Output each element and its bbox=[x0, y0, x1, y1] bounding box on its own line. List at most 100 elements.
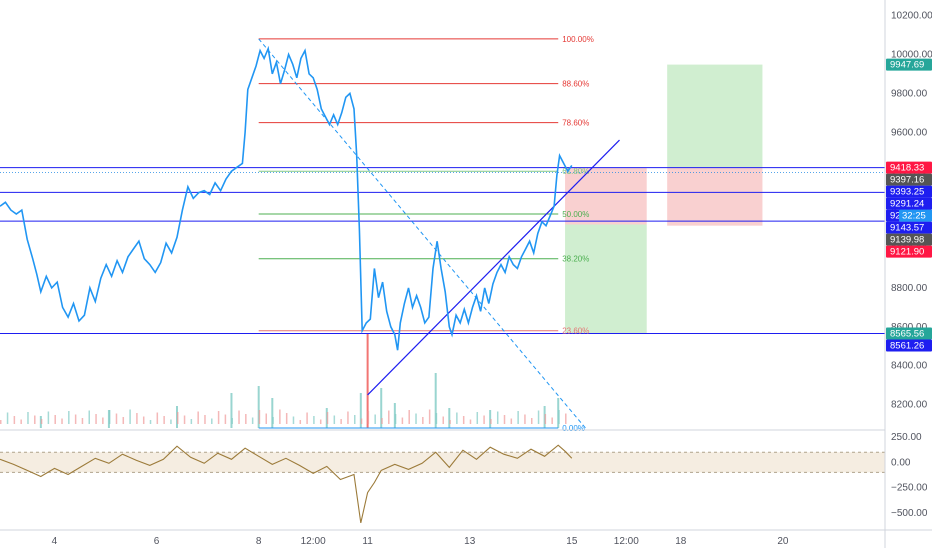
volume-bar bbox=[428, 409, 431, 424]
drawings bbox=[258, 38, 620, 429]
volume-bar bbox=[326, 412, 329, 424]
volume-bar bbox=[156, 412, 159, 424]
volume-bar bbox=[183, 415, 186, 424]
rsi-tick-label: 0.00 bbox=[891, 457, 911, 468]
trendline bbox=[367, 139, 620, 396]
price-tick-label: 8800.00 bbox=[891, 283, 928, 294]
volume-bar bbox=[61, 418, 63, 424]
time-tick-label: 4 bbox=[52, 536, 58, 547]
position-boxes bbox=[565, 64, 763, 334]
price-tick-label: 9600.00 bbox=[891, 127, 928, 138]
volume-bar bbox=[366, 333, 369, 428]
fibonacci-retracement: 100.00% 88.60% 78.60% 61.80% 50.00% 38.20% 23.… bbox=[258, 35, 594, 433]
volume-bar bbox=[483, 415, 485, 424]
volume-bar bbox=[251, 417, 254, 424]
time-tick-label: 13 bbox=[464, 536, 476, 547]
fib-label: 78.60% bbox=[562, 119, 589, 128]
volume-bar bbox=[95, 414, 97, 424]
countdown-badge bbox=[899, 209, 932, 222]
volume-bar bbox=[149, 420, 152, 424]
volume-bar bbox=[170, 419, 172, 424]
fib-label: 61.80% bbox=[562, 167, 589, 176]
volume-bar bbox=[359, 393, 362, 428]
volume-bar bbox=[54, 415, 56, 424]
volume-bar bbox=[469, 419, 472, 424]
volume-bar bbox=[224, 414, 227, 424]
volume-bar bbox=[231, 418, 233, 424]
volume-bar bbox=[524, 414, 526, 424]
volume-bar bbox=[257, 386, 260, 428]
price-badge bbox=[886, 58, 932, 71]
time-tick-label: 11 bbox=[362, 536, 373, 547]
volume-bar bbox=[381, 418, 383, 424]
volume-bar bbox=[313, 416, 315, 424]
price-line bbox=[0, 45, 573, 351]
volume-bar bbox=[449, 420, 451, 424]
volume-bar bbox=[265, 413, 267, 424]
volume-bar bbox=[401, 417, 404, 424]
volume-bar bbox=[340, 419, 342, 424]
price-badge bbox=[886, 245, 932, 258]
countdown-label: 32:25 bbox=[902, 211, 926, 222]
volume-bar bbox=[40, 419, 43, 424]
time-tick-label: 20 bbox=[777, 536, 789, 547]
volume-bar bbox=[503, 415, 506, 424]
volume-bar bbox=[462, 416, 465, 424]
volume-bar bbox=[6, 412, 9, 424]
price-badge-label: 8561.26 bbox=[890, 341, 924, 352]
volume-bar bbox=[496, 411, 499, 424]
price-badge-label: 9397.16 bbox=[890, 175, 924, 186]
rsi-tick-label: −500.00 bbox=[891, 508, 928, 519]
price-tick-label: 9800.00 bbox=[891, 88, 928, 99]
volume-bar bbox=[476, 412, 479, 424]
volume-bar bbox=[551, 417, 553, 424]
volume-bar bbox=[88, 410, 90, 424]
volume-bar bbox=[217, 411, 220, 424]
volume-bar bbox=[211, 418, 213, 424]
fib-diagonal bbox=[258, 38, 586, 429]
price-badge bbox=[886, 197, 932, 210]
volume-bar bbox=[47, 411, 50, 424]
time-tick-label: 12:00 bbox=[614, 536, 639, 547]
volume-bar bbox=[258, 410, 261, 424]
volume-bar bbox=[272, 417, 274, 424]
volume-bar bbox=[380, 388, 383, 428]
price-badge-label: 9121.90 bbox=[890, 247, 924, 258]
price-badge bbox=[886, 185, 932, 198]
stop-zone-1 bbox=[565, 167, 647, 225]
rsi-band bbox=[0, 452, 885, 473]
volume-bar bbox=[510, 418, 513, 424]
volume-bar bbox=[544, 414, 547, 424]
time-tick-label: 8 bbox=[256, 536, 262, 547]
price-badge-label: 9291.24 bbox=[890, 199, 924, 210]
fib-label: 0.00% bbox=[562, 424, 585, 433]
time-tick-label: 12:00 bbox=[301, 536, 326, 547]
volume-bar bbox=[367, 411, 370, 424]
volume-bar bbox=[34, 415, 36, 424]
volume-bar bbox=[230, 393, 233, 428]
volume-bar bbox=[319, 419, 322, 424]
volume-bar bbox=[81, 418, 84, 424]
volume-bar bbox=[163, 416, 165, 424]
fib-label: 50.00% bbox=[562, 210, 589, 219]
volume-bar bbox=[558, 410, 560, 424]
target-zone-2 bbox=[667, 64, 763, 168]
rsi-line bbox=[0, 444, 573, 524]
volume-bar bbox=[531, 418, 533, 424]
volume-bar bbox=[360, 418, 363, 424]
volume-bar bbox=[136, 413, 138, 424]
volume-bar bbox=[271, 398, 274, 428]
horizontal-levels bbox=[0, 167, 885, 335]
price-badge bbox=[886, 173, 932, 186]
volume-bar bbox=[129, 409, 131, 424]
oscillator-pane: 250.00 0.00 −250.00 −500.00 bbox=[0, 429, 928, 524]
time-tick-label: 15 bbox=[566, 536, 578, 547]
volume-bar bbox=[190, 419, 193, 424]
volume-bar bbox=[238, 410, 240, 424]
volume-histogram bbox=[0, 333, 567, 428]
volume-bar bbox=[197, 411, 199, 424]
fib-label: 88.60% bbox=[562, 80, 589, 89]
volume-bar bbox=[434, 373, 437, 428]
price-badge bbox=[886, 327, 932, 340]
